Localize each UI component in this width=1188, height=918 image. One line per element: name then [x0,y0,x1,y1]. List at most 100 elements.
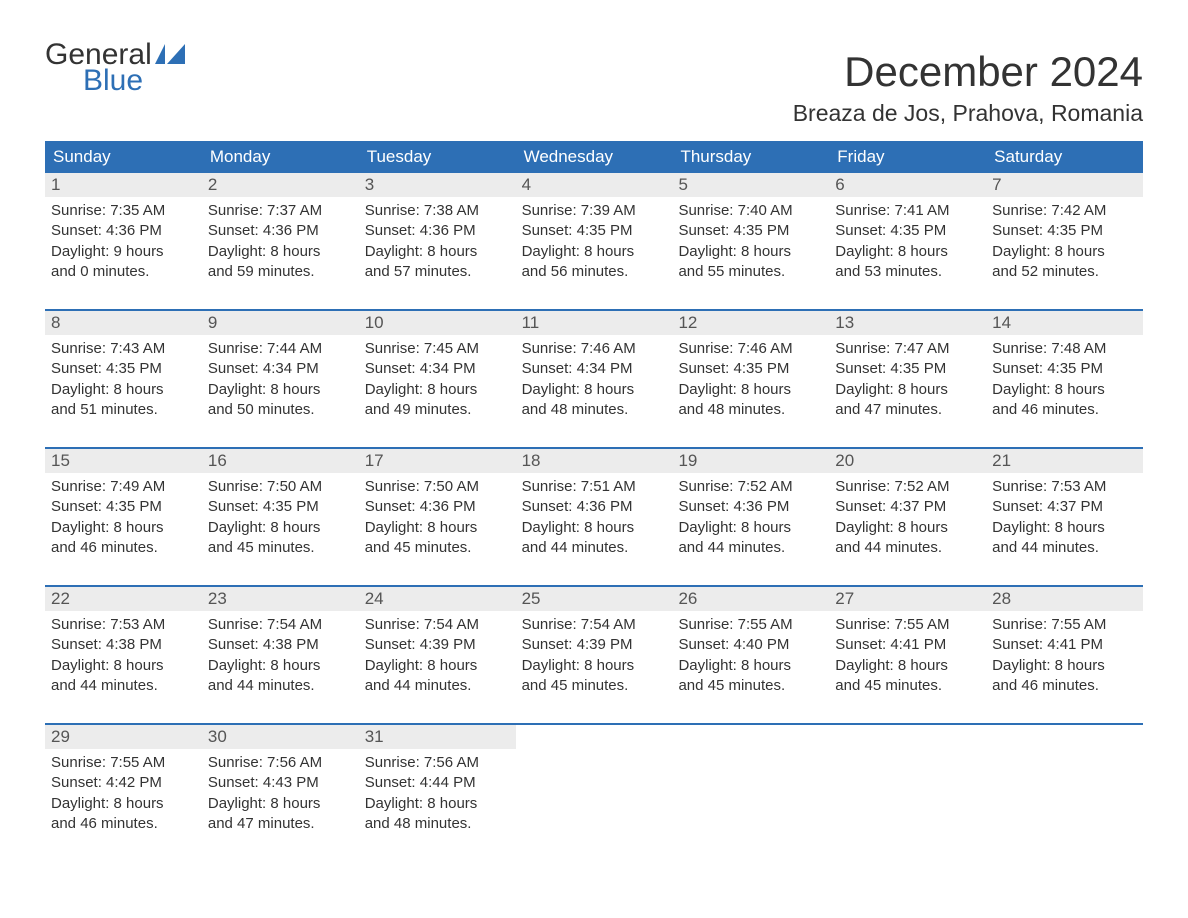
day-body: Sunrise: 7:52 AMSunset: 4:37 PMDaylight:… [829,473,986,564]
day-line-sr: Sunrise: 7:41 AM [835,201,980,221]
calendar-day: 30Sunrise: 7:56 AMSunset: 4:43 PMDayligh… [202,725,359,845]
day-line-d2: and 44 minutes. [678,538,823,558]
day-number: 22 [45,587,202,611]
day-number: 26 [672,587,829,611]
day-header: Saturday [986,141,1143,173]
day-body: Sunrise: 7:48 AMSunset: 4:35 PMDaylight:… [986,335,1143,426]
day-body: Sunrise: 7:56 AMSunset: 4:43 PMDaylight:… [202,749,359,840]
day-line-sr: Sunrise: 7:54 AM [208,615,353,635]
day-number: 20 [829,449,986,473]
day-line-d2: and 44 minutes. [208,676,353,696]
calendar-day: 10Sunrise: 7:45 AMSunset: 4:34 PMDayligh… [359,311,516,431]
calendar-day: 14Sunrise: 7:48 AMSunset: 4:35 PMDayligh… [986,311,1143,431]
calendar-day: 8Sunrise: 7:43 AMSunset: 4:35 PMDaylight… [45,311,202,431]
day-line-d1: Daylight: 8 hours [365,380,510,400]
calendar-day: 20Sunrise: 7:52 AMSunset: 4:37 PMDayligh… [829,449,986,569]
day-number: 11 [516,311,673,335]
day-line-d1: Daylight: 8 hours [835,656,980,676]
day-line-ss: Sunset: 4:42 PM [51,773,196,793]
day-number: 18 [516,449,673,473]
day-header-row: SundayMondayTuesdayWednesdayThursdayFrid… [45,141,1143,173]
day-line-sr: Sunrise: 7:47 AM [835,339,980,359]
calendar-week: 8Sunrise: 7:43 AMSunset: 4:35 PMDaylight… [45,309,1143,431]
day-body: Sunrise: 7:38 AMSunset: 4:36 PMDaylight:… [359,197,516,288]
day-line-d2: and 46 minutes. [992,400,1137,420]
day-line-sr: Sunrise: 7:53 AM [992,477,1137,497]
day-line-d2: and 44 minutes. [51,676,196,696]
day-body: Sunrise: 7:50 AMSunset: 4:36 PMDaylight:… [359,473,516,564]
day-number: 16 [202,449,359,473]
header: General Blue December 2024 [45,40,1143,96]
day-line-d1: Daylight: 8 hours [992,380,1137,400]
calendar-day: 16Sunrise: 7:50 AMSunset: 4:35 PMDayligh… [202,449,359,569]
calendar-week: 15Sunrise: 7:49 AMSunset: 4:35 PMDayligh… [45,447,1143,569]
day-body: Sunrise: 7:50 AMSunset: 4:35 PMDaylight:… [202,473,359,564]
day-line-ss: Sunset: 4:38 PM [208,635,353,655]
day-number: 3 [359,173,516,197]
day-line-sr: Sunrise: 7:53 AM [51,615,196,635]
day-header: Thursday [672,141,829,173]
day-number: 24 [359,587,516,611]
day-body: Sunrise: 7:39 AMSunset: 4:35 PMDaylight:… [516,197,673,288]
day-number: 28 [986,587,1143,611]
day-body: Sunrise: 7:43 AMSunset: 4:35 PMDaylight:… [45,335,202,426]
day-line-sr: Sunrise: 7:38 AM [365,201,510,221]
day-line-ss: Sunset: 4:35 PM [522,221,667,241]
day-line-d1: Daylight: 8 hours [992,656,1137,676]
day-line-d1: Daylight: 8 hours [835,518,980,538]
day-body: Sunrise: 7:55 AMSunset: 4:40 PMDaylight:… [672,611,829,702]
day-body: Sunrise: 7:54 AMSunset: 4:38 PMDaylight:… [202,611,359,702]
calendar-day: 22Sunrise: 7:53 AMSunset: 4:38 PMDayligh… [45,587,202,707]
day-line-d2: and 45 minutes. [522,676,667,696]
day-line-ss: Sunset: 4:34 PM [365,359,510,379]
calendar-week: 1Sunrise: 7:35 AMSunset: 4:36 PMDaylight… [45,173,1143,293]
day-body: Sunrise: 7:46 AMSunset: 4:35 PMDaylight:… [672,335,829,426]
day-header: Tuesday [359,141,516,173]
day-number: 27 [829,587,986,611]
day-line-d2: and 45 minutes. [208,538,353,558]
day-line-sr: Sunrise: 7:43 AM [51,339,196,359]
day-number: 30 [202,725,359,749]
day-body: Sunrise: 7:40 AMSunset: 4:35 PMDaylight:… [672,197,829,288]
day-body: Sunrise: 7:53 AMSunset: 4:37 PMDaylight:… [986,473,1143,564]
day-body: Sunrise: 7:51 AMSunset: 4:36 PMDaylight:… [516,473,673,564]
calendar-day: 2Sunrise: 7:37 AMSunset: 4:36 PMDaylight… [202,173,359,293]
calendar-day: 23Sunrise: 7:54 AMSunset: 4:38 PMDayligh… [202,587,359,707]
calendar-day [986,725,1143,845]
day-line-d1: Daylight: 8 hours [51,380,196,400]
day-body: Sunrise: 7:41 AMSunset: 4:35 PMDaylight:… [829,197,986,288]
day-line-d2: and 56 minutes. [522,262,667,282]
day-line-d1: Daylight: 8 hours [522,656,667,676]
logo-flag-icon [155,40,189,70]
logo: General Blue [45,40,189,96]
day-line-d1: Daylight: 8 hours [992,518,1137,538]
day-line-ss: Sunset: 4:36 PM [51,221,196,241]
day-number: 21 [986,449,1143,473]
calendar-day: 13Sunrise: 7:47 AMSunset: 4:35 PMDayligh… [829,311,986,431]
day-body: Sunrise: 7:55 AMSunset: 4:41 PMDaylight:… [986,611,1143,702]
day-line-d1: Daylight: 8 hours [678,656,823,676]
day-line-d2: and 46 minutes. [992,676,1137,696]
day-line-ss: Sunset: 4:34 PM [522,359,667,379]
day-line-d1: Daylight: 8 hours [992,242,1137,262]
day-line-sr: Sunrise: 7:46 AM [678,339,823,359]
day-line-d1: Daylight: 8 hours [208,794,353,814]
day-number: 14 [986,311,1143,335]
day-line-d1: Daylight: 8 hours [678,518,823,538]
day-number: 7 [986,173,1143,197]
calendar-day: 29Sunrise: 7:55 AMSunset: 4:42 PMDayligh… [45,725,202,845]
day-line-d2: and 51 minutes. [51,400,196,420]
calendar-day: 15Sunrise: 7:49 AMSunset: 4:35 PMDayligh… [45,449,202,569]
calendar-day [516,725,673,845]
day-line-sr: Sunrise: 7:56 AM [208,753,353,773]
day-line-d1: Daylight: 8 hours [835,380,980,400]
day-number: 6 [829,173,986,197]
calendar-day: 9Sunrise: 7:44 AMSunset: 4:34 PMDaylight… [202,311,359,431]
calendar-day: 7Sunrise: 7:42 AMSunset: 4:35 PMDaylight… [986,173,1143,293]
day-line-d1: Daylight: 8 hours [208,380,353,400]
calendar-day: 3Sunrise: 7:38 AMSunset: 4:36 PMDaylight… [359,173,516,293]
day-line-ss: Sunset: 4:44 PM [365,773,510,793]
day-header: Sunday [45,141,202,173]
page-title: December 2024 [844,48,1143,96]
day-line-d2: and 55 minutes. [678,262,823,282]
